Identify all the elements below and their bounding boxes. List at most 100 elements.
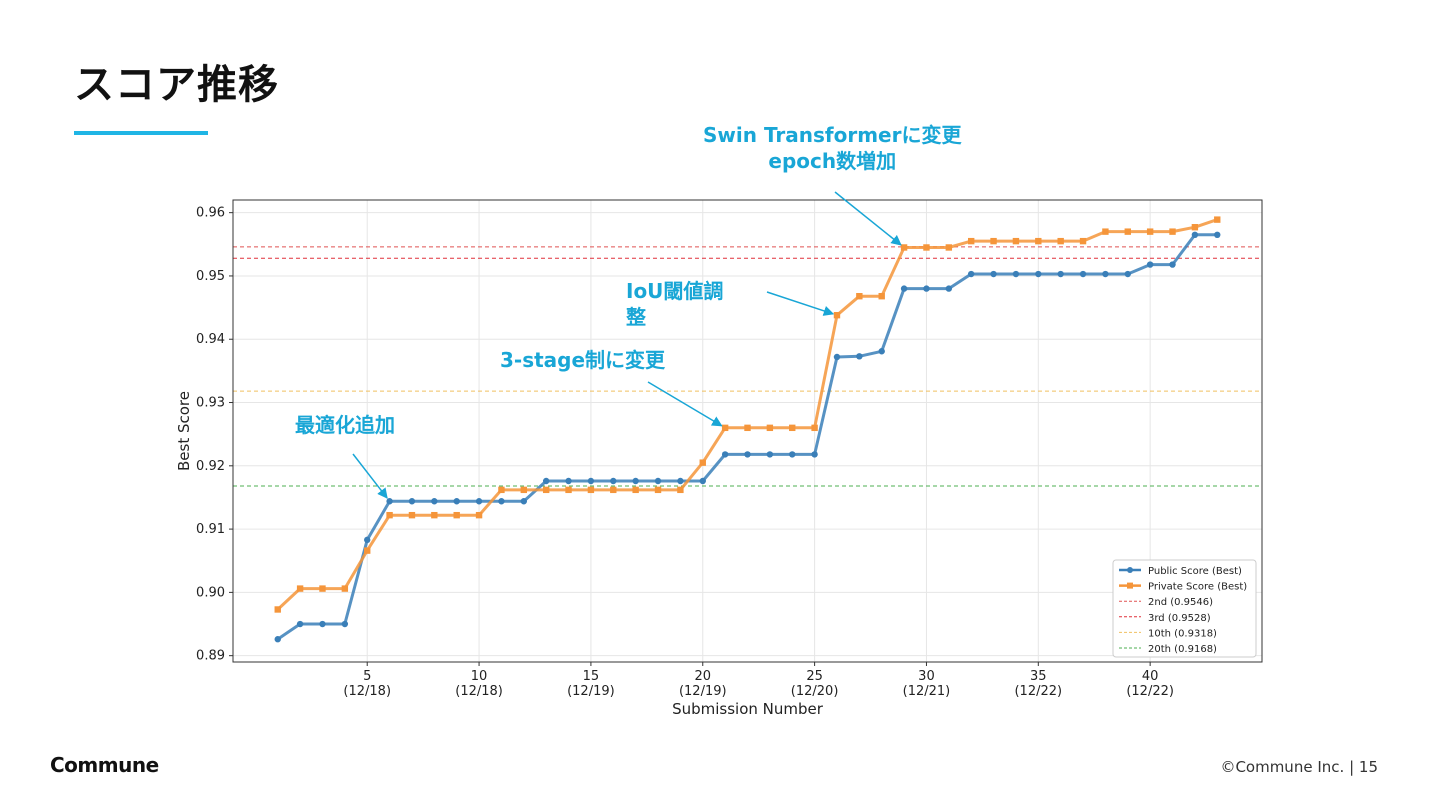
data-point-public xyxy=(945,285,953,292)
y-tick-label: 0.93 xyxy=(196,396,225,411)
annotation-arrow xyxy=(352,453,388,499)
data-point-private xyxy=(1079,237,1087,245)
data-point-public xyxy=(967,270,975,278)
data-point-private xyxy=(789,424,796,432)
data-point-private xyxy=(811,424,818,432)
data-point-private xyxy=(699,459,706,466)
x-tick-date-label: (12/21) xyxy=(903,684,951,699)
data-point-public xyxy=(1102,270,1109,278)
data-point-private xyxy=(1012,237,1020,245)
data-point-public xyxy=(1146,261,1154,268)
data-point-public xyxy=(364,536,371,544)
data-point-private xyxy=(319,585,326,592)
data-point-public xyxy=(744,451,751,458)
x-tick-date-label: (12/22) xyxy=(1126,684,1174,699)
annotation-iou-line-2: 整 xyxy=(626,305,646,329)
data-point-public xyxy=(386,498,393,505)
x-tick-date-label: (12/20) xyxy=(791,684,839,699)
data-point-private xyxy=(1169,228,1176,235)
data-point-public xyxy=(520,498,528,505)
data-point-private xyxy=(1124,228,1131,235)
legend-label: Public Score (Best) xyxy=(1148,566,1242,577)
data-point-public xyxy=(319,620,326,628)
legend-label: Private Score (Best) xyxy=(1148,582,1247,593)
data-point-private xyxy=(945,244,953,251)
data-point-private xyxy=(923,244,930,251)
y-tick-label: 0.95 xyxy=(196,269,225,284)
data-point-private xyxy=(542,486,550,494)
legend-label: 3rd (0.9528) xyxy=(1148,613,1211,624)
data-point-public xyxy=(1169,261,1176,268)
data-point-private xyxy=(721,424,729,432)
x-tick-label: 5 xyxy=(363,669,371,684)
data-point-public xyxy=(677,477,684,485)
data-point-private xyxy=(654,486,662,494)
annotation-3stage-line-1: 3-stage制に変更 xyxy=(500,348,666,372)
data-point-private xyxy=(408,511,416,519)
y-axis-label: Best Score xyxy=(175,391,193,471)
data-point-public xyxy=(721,451,729,458)
legend-label: 10th (0.9318) xyxy=(1148,628,1217,639)
data-point-private xyxy=(1102,228,1109,235)
data-point-private xyxy=(766,424,774,432)
series-line-private xyxy=(276,218,1218,611)
data-point-public xyxy=(341,620,349,628)
data-point-private xyxy=(431,511,438,519)
y-tick-label: 0.96 xyxy=(196,206,225,221)
data-point-public xyxy=(274,636,281,643)
data-point-private xyxy=(520,486,528,494)
data-point-public xyxy=(453,498,460,505)
annotation-arrow xyxy=(834,191,902,246)
data-point-public xyxy=(878,348,885,355)
data-point-public xyxy=(923,285,930,292)
copyright-text: ©Commune Inc. xyxy=(1220,758,1345,776)
annotation-iou: IoU閾値調 整 xyxy=(626,278,723,330)
data-point-public xyxy=(587,477,595,485)
data-point-public xyxy=(811,451,818,458)
data-point-public xyxy=(565,477,572,485)
y-tick-label: 0.91 xyxy=(196,522,225,537)
x-tick-label: 35 xyxy=(1030,669,1047,684)
data-point-public xyxy=(1035,270,1042,278)
data-point-private xyxy=(1057,237,1064,245)
legend-marker xyxy=(1127,582,1133,589)
x-tick-date-label: (12/19) xyxy=(567,684,615,699)
data-point-public xyxy=(431,498,438,505)
annotation-arrow xyxy=(766,291,835,316)
data-point-public xyxy=(990,270,997,278)
annotation-arrow xyxy=(647,381,723,427)
data-point-private xyxy=(610,486,617,494)
data-point-public xyxy=(789,451,796,458)
data-point-private xyxy=(632,486,639,494)
slide-title: スコア推移 xyxy=(74,62,279,108)
data-point-private xyxy=(1214,216,1221,223)
data-point-public xyxy=(699,477,706,485)
data-point-private xyxy=(856,292,863,300)
data-point-private xyxy=(744,424,751,432)
data-point-public xyxy=(498,498,505,505)
data-point-private xyxy=(364,547,371,554)
data-point-public xyxy=(766,451,774,458)
annotation-3stage: 3-stage制に変更 xyxy=(500,347,665,373)
data-point-public xyxy=(610,477,617,485)
x-tick-date-label: (12/18) xyxy=(455,684,503,699)
data-point-private xyxy=(475,511,483,519)
data-point-public xyxy=(1124,270,1131,278)
title-underline xyxy=(74,131,208,135)
brand-logo: Commune xyxy=(50,753,159,777)
data-point-private xyxy=(498,486,505,494)
data-point-private xyxy=(453,511,460,519)
data-point-private xyxy=(677,486,684,494)
annotation-swin: Swin Transformerに変更 epoch数増加 xyxy=(703,122,961,174)
data-point-public xyxy=(408,498,416,505)
x-axis-label: Submission Number xyxy=(672,700,824,718)
data-point-public xyxy=(1057,270,1064,278)
x-tick-label: 20 xyxy=(694,669,711,684)
data-point-private xyxy=(833,311,841,319)
footer: ©Commune Inc. | 15 xyxy=(1220,758,1378,776)
data-point-private xyxy=(587,486,595,494)
x-tick-label: 40 xyxy=(1142,669,1159,684)
data-point-public xyxy=(1012,270,1020,278)
data-point-private xyxy=(967,237,975,245)
annotation-optimization-line-1: 最適化追加 xyxy=(295,413,395,437)
